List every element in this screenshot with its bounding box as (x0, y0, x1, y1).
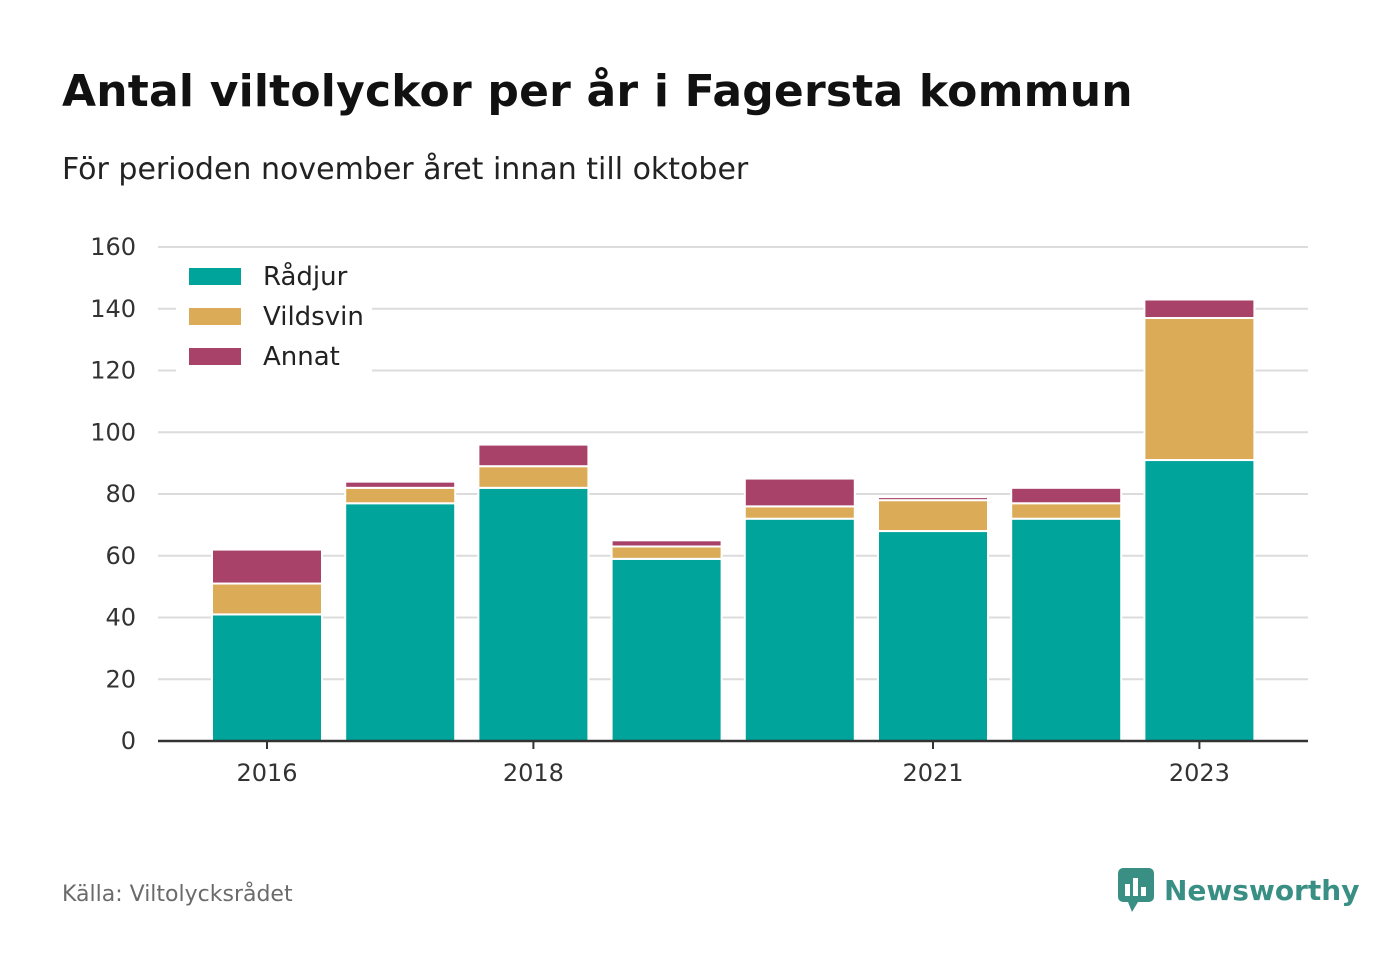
x-tick-label: 2021 (902, 759, 963, 787)
bar-2016-vildsvin (211, 582, 323, 616)
bar-2020-annat (743, 477, 856, 508)
source-note: Källa: Viltolycksrådet (62, 882, 293, 907)
bar-2016-rådjur (211, 613, 323, 742)
bar-2021-rådjur (877, 530, 989, 742)
bar-2018-rådjur (477, 486, 590, 743)
bar-2020-vildsvin (743, 505, 856, 520)
chart-subtitle: För perioden november året innan till ok… (62, 152, 749, 187)
x-tick-label: 2016 (236, 759, 297, 787)
legend-label-annat: Annat (263, 342, 340, 372)
y-tick-label: 140 (90, 295, 136, 323)
bar-2022-rådjur (1010, 517, 1123, 743)
bars (211, 298, 1256, 743)
y-tick-label: 100 (90, 418, 136, 446)
y-tick-label: 20 (105, 665, 136, 693)
bar-2019-vildsvin (610, 545, 723, 560)
y-tick-label: 80 (105, 480, 136, 508)
bar-2019-annat (610, 539, 723, 548)
bar-2018-vildsvin (477, 465, 590, 489)
chart-title: Antal viltolyckor per år i Fagersta komm… (62, 66, 1133, 117)
x-tick-label: 2018 (503, 759, 564, 787)
legend-label-rådjur: Rådjur (263, 261, 348, 292)
legend-swatch-rådjur (189, 268, 241, 285)
y-tick-label: 0 (121, 727, 136, 755)
x-axis-tick-labels: 2016 2018 2021 2023 (236, 741, 1230, 787)
bar-2021-annat (877, 496, 989, 502)
y-axis-tick-labels: 0 20 40 60 80 100 120 140 160 (90, 233, 136, 755)
bar-2023-vildsvin (1143, 317, 1256, 462)
bar-2016-annat (211, 548, 323, 585)
bar-2017-annat (344, 480, 457, 489)
bar-2017-rådjur (344, 502, 457, 743)
y-tick-label: 60 (105, 542, 136, 570)
legend-label-vildsvin: Vildsvin (263, 302, 364, 332)
bar-2017-vildsvin (344, 486, 457, 505)
bar-2023-rådjur (1143, 459, 1256, 742)
brand-logo: Newsworthy (1118, 868, 1359, 912)
y-tick-label: 40 (105, 604, 136, 632)
bar-2019-rådjur (610, 557, 723, 743)
bar-2022-vildsvin (1010, 502, 1123, 520)
y-tick-label: 160 (90, 233, 136, 261)
bar-2022-annat (1010, 486, 1123, 505)
bar-2020-rådjur (743, 517, 856, 743)
legend-swatch-vildsvin (189, 308, 241, 325)
legend-swatch-annat (189, 348, 241, 365)
newsworthy-logo-icon (1118, 868, 1154, 912)
brand-name: Newsworthy (1164, 873, 1360, 907)
bar-2023-annat (1143, 298, 1256, 320)
y-tick-label: 120 (90, 357, 136, 385)
x-tick-label: 2023 (1169, 759, 1230, 787)
bar-2018-annat (477, 443, 590, 468)
bar-2021-vildsvin (877, 499, 989, 533)
legend: Rådjur Vildsvin Annat (176, 254, 372, 372)
